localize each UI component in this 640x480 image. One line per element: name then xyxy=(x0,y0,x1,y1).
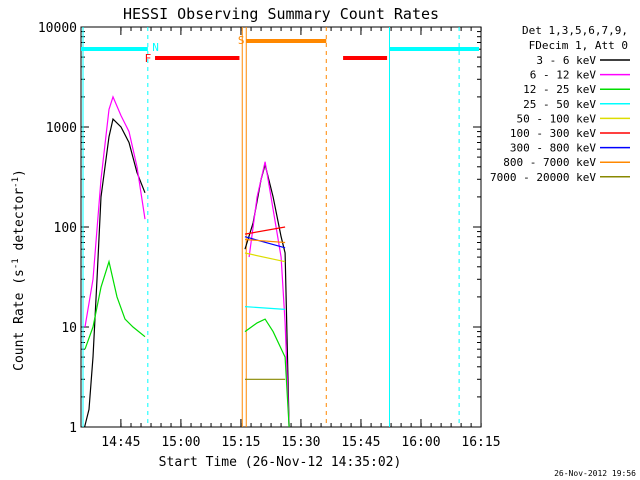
legend-header: FDecim 1, Att 0 xyxy=(529,39,628,52)
chart-title: HESSI Observing Summary Count Rates xyxy=(123,5,439,23)
y-tick-label: 100 xyxy=(54,221,77,236)
series-line-6 xyxy=(244,226,286,235)
x-tick-label: 15:45 xyxy=(341,435,380,450)
marker-label-n: N xyxy=(152,41,159,54)
x-tick-label: 15:15 xyxy=(221,435,260,450)
legend-entry: 25 - 50 keV xyxy=(523,98,596,111)
x-axis-label: Start Time (26-Nov-12 14:35:02) xyxy=(159,455,402,470)
marker-label-f: F xyxy=(145,52,152,65)
legend-header: Det 1,3,5,6,7,9, xyxy=(522,24,628,37)
legend-entry: 300 - 800 keV xyxy=(510,142,596,155)
series-line-4 xyxy=(244,306,286,310)
legend-entry: 6 - 12 keV xyxy=(530,69,597,82)
x-tick-label: 15:30 xyxy=(281,435,320,450)
footer-date: 26-Nov-2012 19:56 xyxy=(554,469,636,478)
plot-frame xyxy=(80,26,482,428)
series-line-1 xyxy=(84,117,290,428)
x-tick-label: 15:00 xyxy=(161,435,200,450)
legend-entry: 12 - 25 keV xyxy=(523,83,596,96)
x-tick-label: 16:15 xyxy=(461,435,500,450)
y-tick-label: 1 xyxy=(69,421,77,436)
series-line-8 xyxy=(244,238,286,244)
legend-entry: 3 - 6 keV xyxy=(536,54,596,67)
series-line-3 xyxy=(84,259,290,428)
legend-entry: 800 - 7000 keV xyxy=(503,156,596,169)
x-tick-label: 16:00 xyxy=(401,435,440,450)
series-line-2 xyxy=(84,95,290,428)
series-line-7 xyxy=(244,236,286,249)
legend-entry: 7000 - 20000 keV xyxy=(490,171,596,184)
marker-label-s: S xyxy=(238,34,245,47)
y-tick-label: 10000 xyxy=(38,21,77,36)
legend: Det 1,3,5,6,7,9, FDecim 1, Att 0 3 - 6 keV… xyxy=(490,24,630,184)
y-tick-label: 1000 xyxy=(46,121,77,136)
y-axis-label: Count Rate (s-1 detector-1) xyxy=(11,169,27,371)
x-tick-label: 14:45 xyxy=(101,435,140,450)
series-line-5 xyxy=(244,252,286,263)
legend-entry: 50 - 100 keV xyxy=(517,112,597,125)
plot-area: 1 10 100 1000 10000 14:45 15:00 15:15 15:30 15:45… xyxy=(38,21,501,450)
legend-entry: 100 - 300 keV xyxy=(510,127,596,140)
y-tick-label: 10 xyxy=(61,321,77,336)
